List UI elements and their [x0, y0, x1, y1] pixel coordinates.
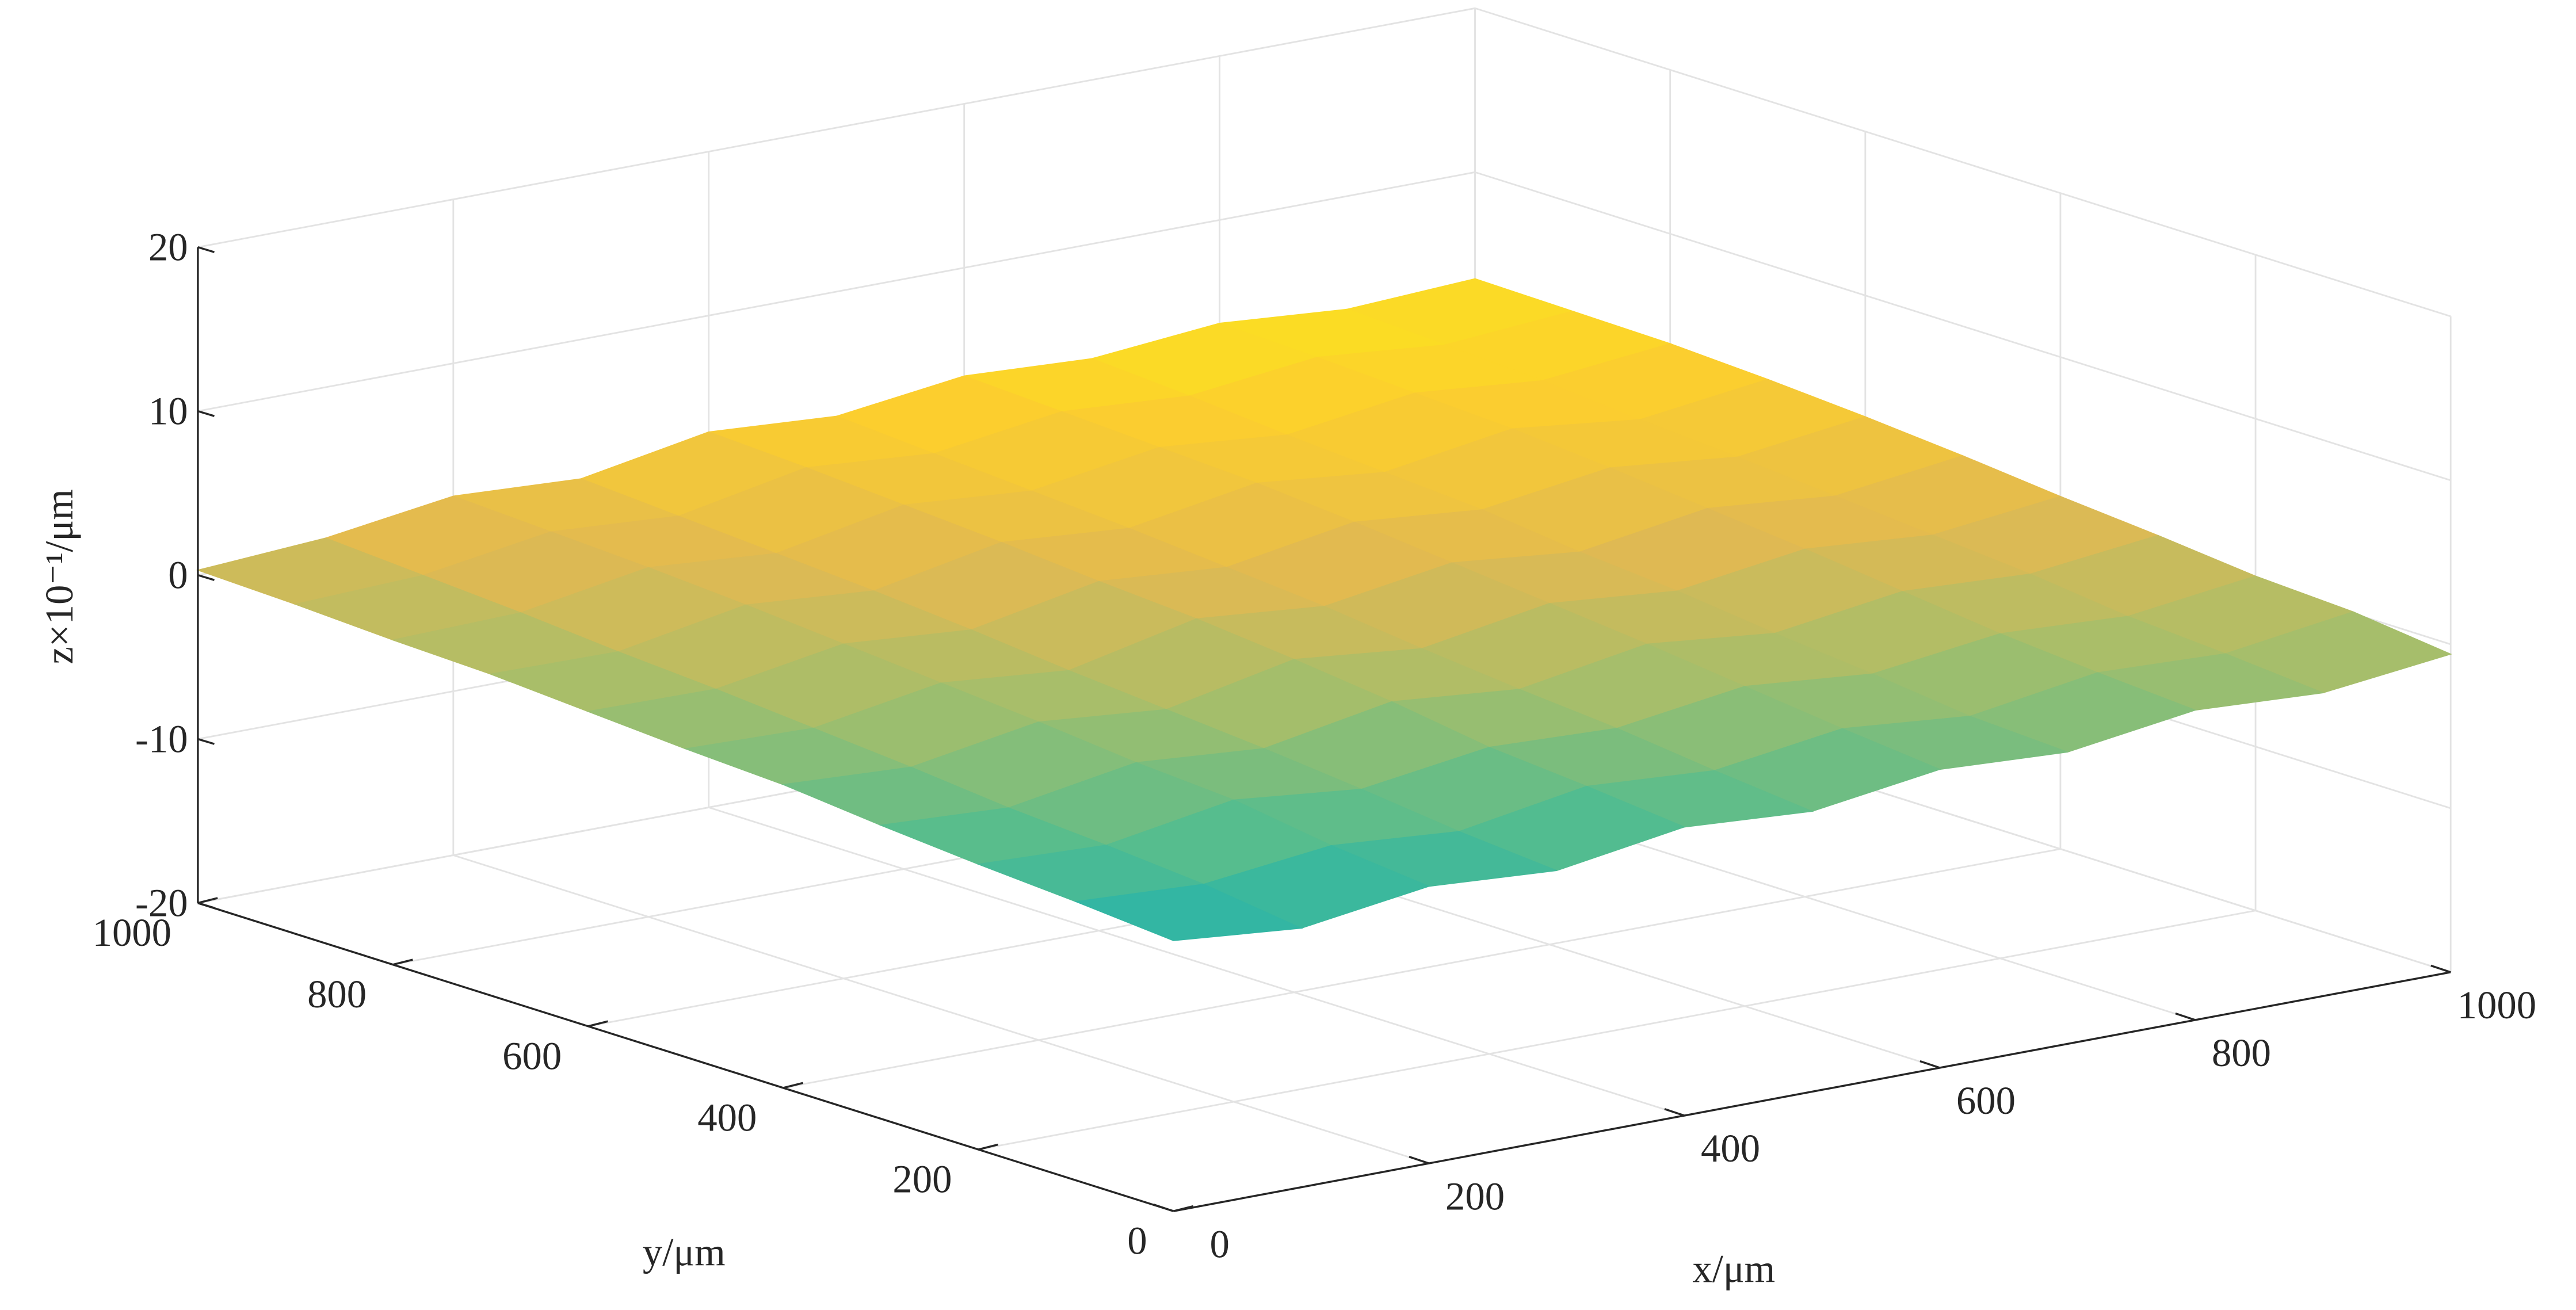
x-tick-label: 600: [1956, 1079, 2016, 1122]
x-tick: [2430, 964, 2451, 973]
grid-line: [453, 854, 1429, 1164]
z-tick-label: -10: [135, 717, 188, 761]
y-axis: [197, 902, 1174, 1212]
z-tick-label: 0: [168, 553, 188, 597]
z-tick-label: 10: [148, 389, 188, 433]
y-tick: [587, 1020, 608, 1028]
y-tick-label: 0: [1127, 1219, 1147, 1263]
x-tick-label: 800: [2212, 1031, 2271, 1075]
surface: [196, 278, 2452, 941]
z-tick: [197, 738, 215, 745]
z-tick-label: -20: [135, 881, 188, 925]
z-tick-label: 20: [148, 226, 188, 269]
x-axis-label: x/μm: [1692, 1247, 1775, 1290]
y-tick: [1173, 1205, 1194, 1212]
grid-line: [1475, 7, 2451, 318]
z-tick: [197, 902, 215, 909]
grid-line: [1475, 171, 2451, 482]
y-tick: [197, 897, 218, 904]
x-tick: [1664, 1107, 1685, 1117]
x-tick-label: 200: [1445, 1174, 1505, 1218]
surface-cell: [1074, 884, 1303, 941]
y-tick-label: 1000: [93, 911, 171, 954]
z-tick: [197, 574, 215, 581]
y-tick-label: 800: [307, 972, 367, 1016]
y-tick: [783, 1082, 803, 1089]
grid-line: [197, 7, 1475, 249]
z-axis-label: z×10⁻¹/μm: [37, 489, 81, 664]
z-tick: [197, 410, 215, 417]
axes-layer: 0200400600800100002004006008001000-20-10…: [93, 226, 2536, 1266]
x-tick: [1919, 1060, 1940, 1069]
x-tick-label: 0: [1209, 1222, 1229, 1266]
grid-line: [708, 807, 1685, 1117]
z-tick: [197, 246, 215, 253]
y-tick-label: 400: [697, 1095, 757, 1139]
y-tick: [392, 958, 413, 966]
grid-line: [978, 910, 2256, 1151]
y-tick: [978, 1143, 999, 1151]
grid-line: [197, 171, 1475, 413]
x-tick-label: 400: [1701, 1126, 1760, 1170]
x-axis: [1173, 971, 2451, 1212]
y-axis-label: y/μm: [643, 1231, 726, 1274]
x-tick: [1153, 1204, 1174, 1212]
y-tick-label: 600: [502, 1034, 562, 1078]
y-tick-label: 200: [892, 1157, 952, 1201]
x-tick-label: 1000: [2457, 983, 2536, 1027]
x-tick: [1409, 1156, 1429, 1164]
x-tick: [2175, 1012, 2196, 1021]
grid-line: [783, 848, 2061, 1089]
